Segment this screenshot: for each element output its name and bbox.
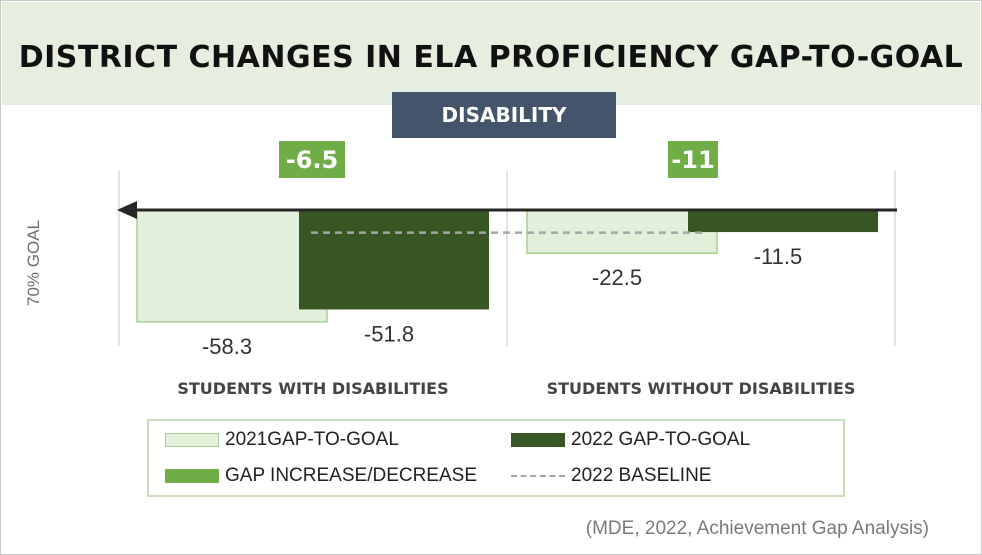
bars [136,209,878,323]
change-badge-without: -11 [668,141,718,178]
change-badge-with: -6.5 [279,141,345,178]
legend-swatch-change [165,469,219,483]
legend-item-baseline: 2022 BASELINE [511,465,711,487]
change-badge-bg-without [668,141,718,178]
y-axis-label: 70% GOAL [24,220,43,306]
bar-2022-without [688,210,878,233]
value-label-2021-with: -58.3 [202,334,252,359]
axis-group: 70% GOAL [24,201,897,306]
source-citation: (MDE, 2022, Achievement Gap Analysis) [585,518,929,539]
grid-lines [118,171,896,346]
legend-label-baseline: 2022 BASELINE [571,465,712,486]
subgroup-label: DISABILITY [392,92,616,138]
legend-swatch-gap2022 [511,433,565,447]
legend-label-gap2021: 2021GAP-TO-GOAL [225,429,399,450]
legend-label-gap2022: 2022 GAP-TO-GOAL [571,429,751,450]
value-label-2021-without: -22.5 [592,265,642,290]
legend-label-change: GAP INCREASE/DECREASE [225,465,478,486]
bar-2022-with [299,210,489,310]
legend: 2021GAP-TO-GOAL 2022 GAP-TO-GOAL GAP INC… [147,419,845,497]
title-band: DISTRICT CHANGES IN ELA PROFICIENCY GAP-… [2,2,980,105]
category-label-without: STUDENTS WITHOUT DISABILITIES [547,379,856,398]
value-label-2022-with: -51.8 [364,321,414,346]
labels-group: -58.3 -51.8 STUDENTS WITH DISABILITIES -22.… [177,141,855,398]
change-badge-label-with: -6.5 [286,146,338,174]
change-badge-bg-with [279,141,345,178]
legend-item-change: GAP INCREASE/DECREASE [165,465,477,487]
chart-title: DISTRICT CHANGES IN ELA PROFICIENCY GAP-… [18,40,964,75]
legend-item-gap2022: 2022 GAP-TO-GOAL [511,429,750,451]
goal-axis-arrowhead [117,201,137,219]
bar-2021-with [136,209,328,323]
legend-item-gap2021: 2021GAP-TO-GOAL [165,429,399,451]
change-badge-label-without: -11 [671,146,714,174]
category-label-with: STUDENTS WITH DISABILITIES [177,379,448,398]
legend-swatch-baseline [511,475,565,477]
legend-swatch-gap2021 [165,433,219,447]
value-label-2022-without: -11.5 [754,244,803,269]
